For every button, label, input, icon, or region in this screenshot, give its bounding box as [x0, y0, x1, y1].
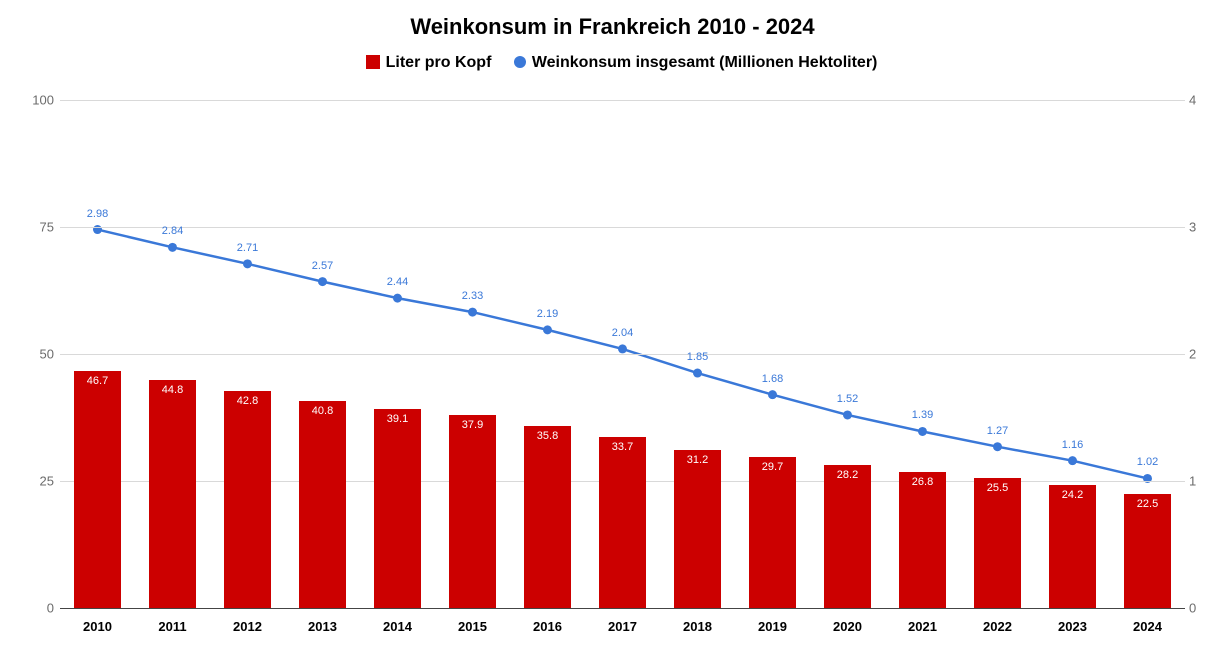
bar: 35.8 [524, 426, 571, 608]
line-marker [993, 442, 1002, 451]
line-data-label: 2.19 [537, 308, 558, 320]
line-data-label: 2.04 [612, 327, 633, 339]
line-data-label: 1.85 [687, 351, 708, 363]
x-axis-tick: 2010 [83, 619, 112, 634]
y-axis-left-tick: 75 [26, 220, 54, 235]
legend-label-line: Weinkonsum insgesamt (Millionen Hektolit… [532, 54, 878, 71]
x-axis-tick: 2018 [683, 619, 712, 634]
line-marker [618, 344, 627, 353]
bar-data-label: 40.8 [299, 405, 346, 417]
x-axis-tick: 2020 [833, 619, 862, 634]
y-axis-right-tick: 2 [1189, 347, 1209, 362]
line-marker [843, 410, 852, 419]
legend-dot-line [514, 56, 526, 68]
y-axis-left-tick: 50 [26, 347, 54, 362]
x-axis-tick: 2017 [608, 619, 637, 634]
bar-data-label: 46.7 [74, 375, 121, 387]
y-axis-right-tick: 3 [1189, 220, 1209, 235]
chart-legend: Liter pro Kopf Weinkonsum insgesamt (Mil… [0, 54, 1225, 72]
grid-line [60, 100, 1185, 101]
line-marker [918, 427, 927, 436]
x-axis-tick: 2015 [458, 619, 487, 634]
bar: 39.1 [374, 409, 421, 608]
grid-line [60, 354, 1185, 355]
bar: 24.2 [1049, 485, 1096, 608]
line-marker [243, 259, 252, 268]
line-data-label: 1.68 [762, 373, 783, 385]
grid-line [60, 608, 1185, 609]
line-marker [318, 277, 327, 286]
line-marker [1068, 456, 1077, 465]
plot-area: 025507510001234201046.7201144.8201242.82… [60, 100, 1185, 608]
bar-data-label: 31.2 [674, 454, 721, 466]
legend-swatch-bars [366, 55, 380, 69]
line-marker [468, 308, 477, 317]
x-axis-tick: 2016 [533, 619, 562, 634]
legend-label-bars: Liter pro Kopf [386, 54, 492, 71]
x-axis-tick: 2019 [758, 619, 787, 634]
line-data-label: 1.27 [987, 425, 1008, 437]
bar-data-label: 42.8 [224, 395, 271, 407]
line-data-label: 2.84 [162, 225, 183, 237]
bar: 37.9 [449, 415, 496, 608]
x-axis-tick: 2022 [983, 619, 1012, 634]
bar-data-label: 39.1 [374, 413, 421, 425]
line-data-label: 2.57 [312, 260, 333, 272]
bar: 40.8 [299, 401, 346, 608]
x-axis-tick: 2013 [308, 619, 337, 634]
line-marker [768, 390, 777, 399]
bar: 44.8 [149, 380, 196, 608]
bar: 31.2 [674, 450, 721, 608]
chart-container: Weinkonsum in Frankreich 2010 - 2024 Lit… [0, 0, 1225, 653]
bar-data-label: 22.5 [1124, 498, 1171, 510]
grid-line [60, 227, 1185, 228]
bar: 42.8 [224, 391, 271, 608]
line-data-label: 1.39 [912, 409, 933, 421]
y-axis-left-tick: 100 [26, 93, 54, 108]
line-marker [543, 325, 552, 334]
bar-data-label: 24.2 [1049, 489, 1096, 501]
bar: 33.7 [599, 437, 646, 608]
line-marker [693, 369, 702, 378]
line-data-label: 1.52 [837, 393, 858, 405]
line-data-label: 1.16 [1062, 439, 1083, 451]
y-axis-right-tick: 1 [1189, 474, 1209, 489]
x-axis-tick: 2023 [1058, 619, 1087, 634]
x-axis-tick: 2021 [908, 619, 937, 634]
bar-data-label: 26.8 [899, 476, 946, 488]
line-marker [168, 243, 177, 252]
x-axis-tick: 2012 [233, 619, 262, 634]
bar: 29.7 [749, 457, 796, 608]
line-data-label: 2.44 [387, 276, 408, 288]
bar-data-label: 25.5 [974, 482, 1021, 494]
bar-data-label: 37.9 [449, 419, 496, 431]
bar-data-label: 29.7 [749, 461, 796, 473]
bar-data-label: 33.7 [599, 441, 646, 453]
line-data-label: 1.02 [1137, 456, 1158, 468]
line-data-label: 2.33 [462, 290, 483, 302]
bar: 46.7 [74, 371, 121, 608]
line-marker [393, 294, 402, 303]
y-axis-left-tick: 0 [26, 601, 54, 616]
bar: 22.5 [1124, 494, 1171, 608]
y-axis-right-tick: 4 [1189, 93, 1209, 108]
bar: 26.8 [899, 472, 946, 608]
bar-data-label: 28.2 [824, 469, 871, 481]
bar-data-label: 44.8 [149, 384, 196, 396]
line-data-label: 2.71 [237, 242, 258, 254]
y-axis-left-tick: 25 [26, 474, 54, 489]
bar: 25.5 [974, 478, 1021, 608]
line-data-label: 2.98 [87, 208, 108, 220]
y-axis-right-tick: 0 [1189, 601, 1209, 616]
bar: 28.2 [824, 465, 871, 608]
x-axis-tick: 2014 [383, 619, 412, 634]
x-axis-tick: 2011 [158, 619, 186, 634]
bar-data-label: 35.8 [524, 430, 571, 442]
x-axis-tick: 2024 [1133, 619, 1162, 634]
chart-title: Weinkonsum in Frankreich 2010 - 2024 [0, 14, 1225, 40]
